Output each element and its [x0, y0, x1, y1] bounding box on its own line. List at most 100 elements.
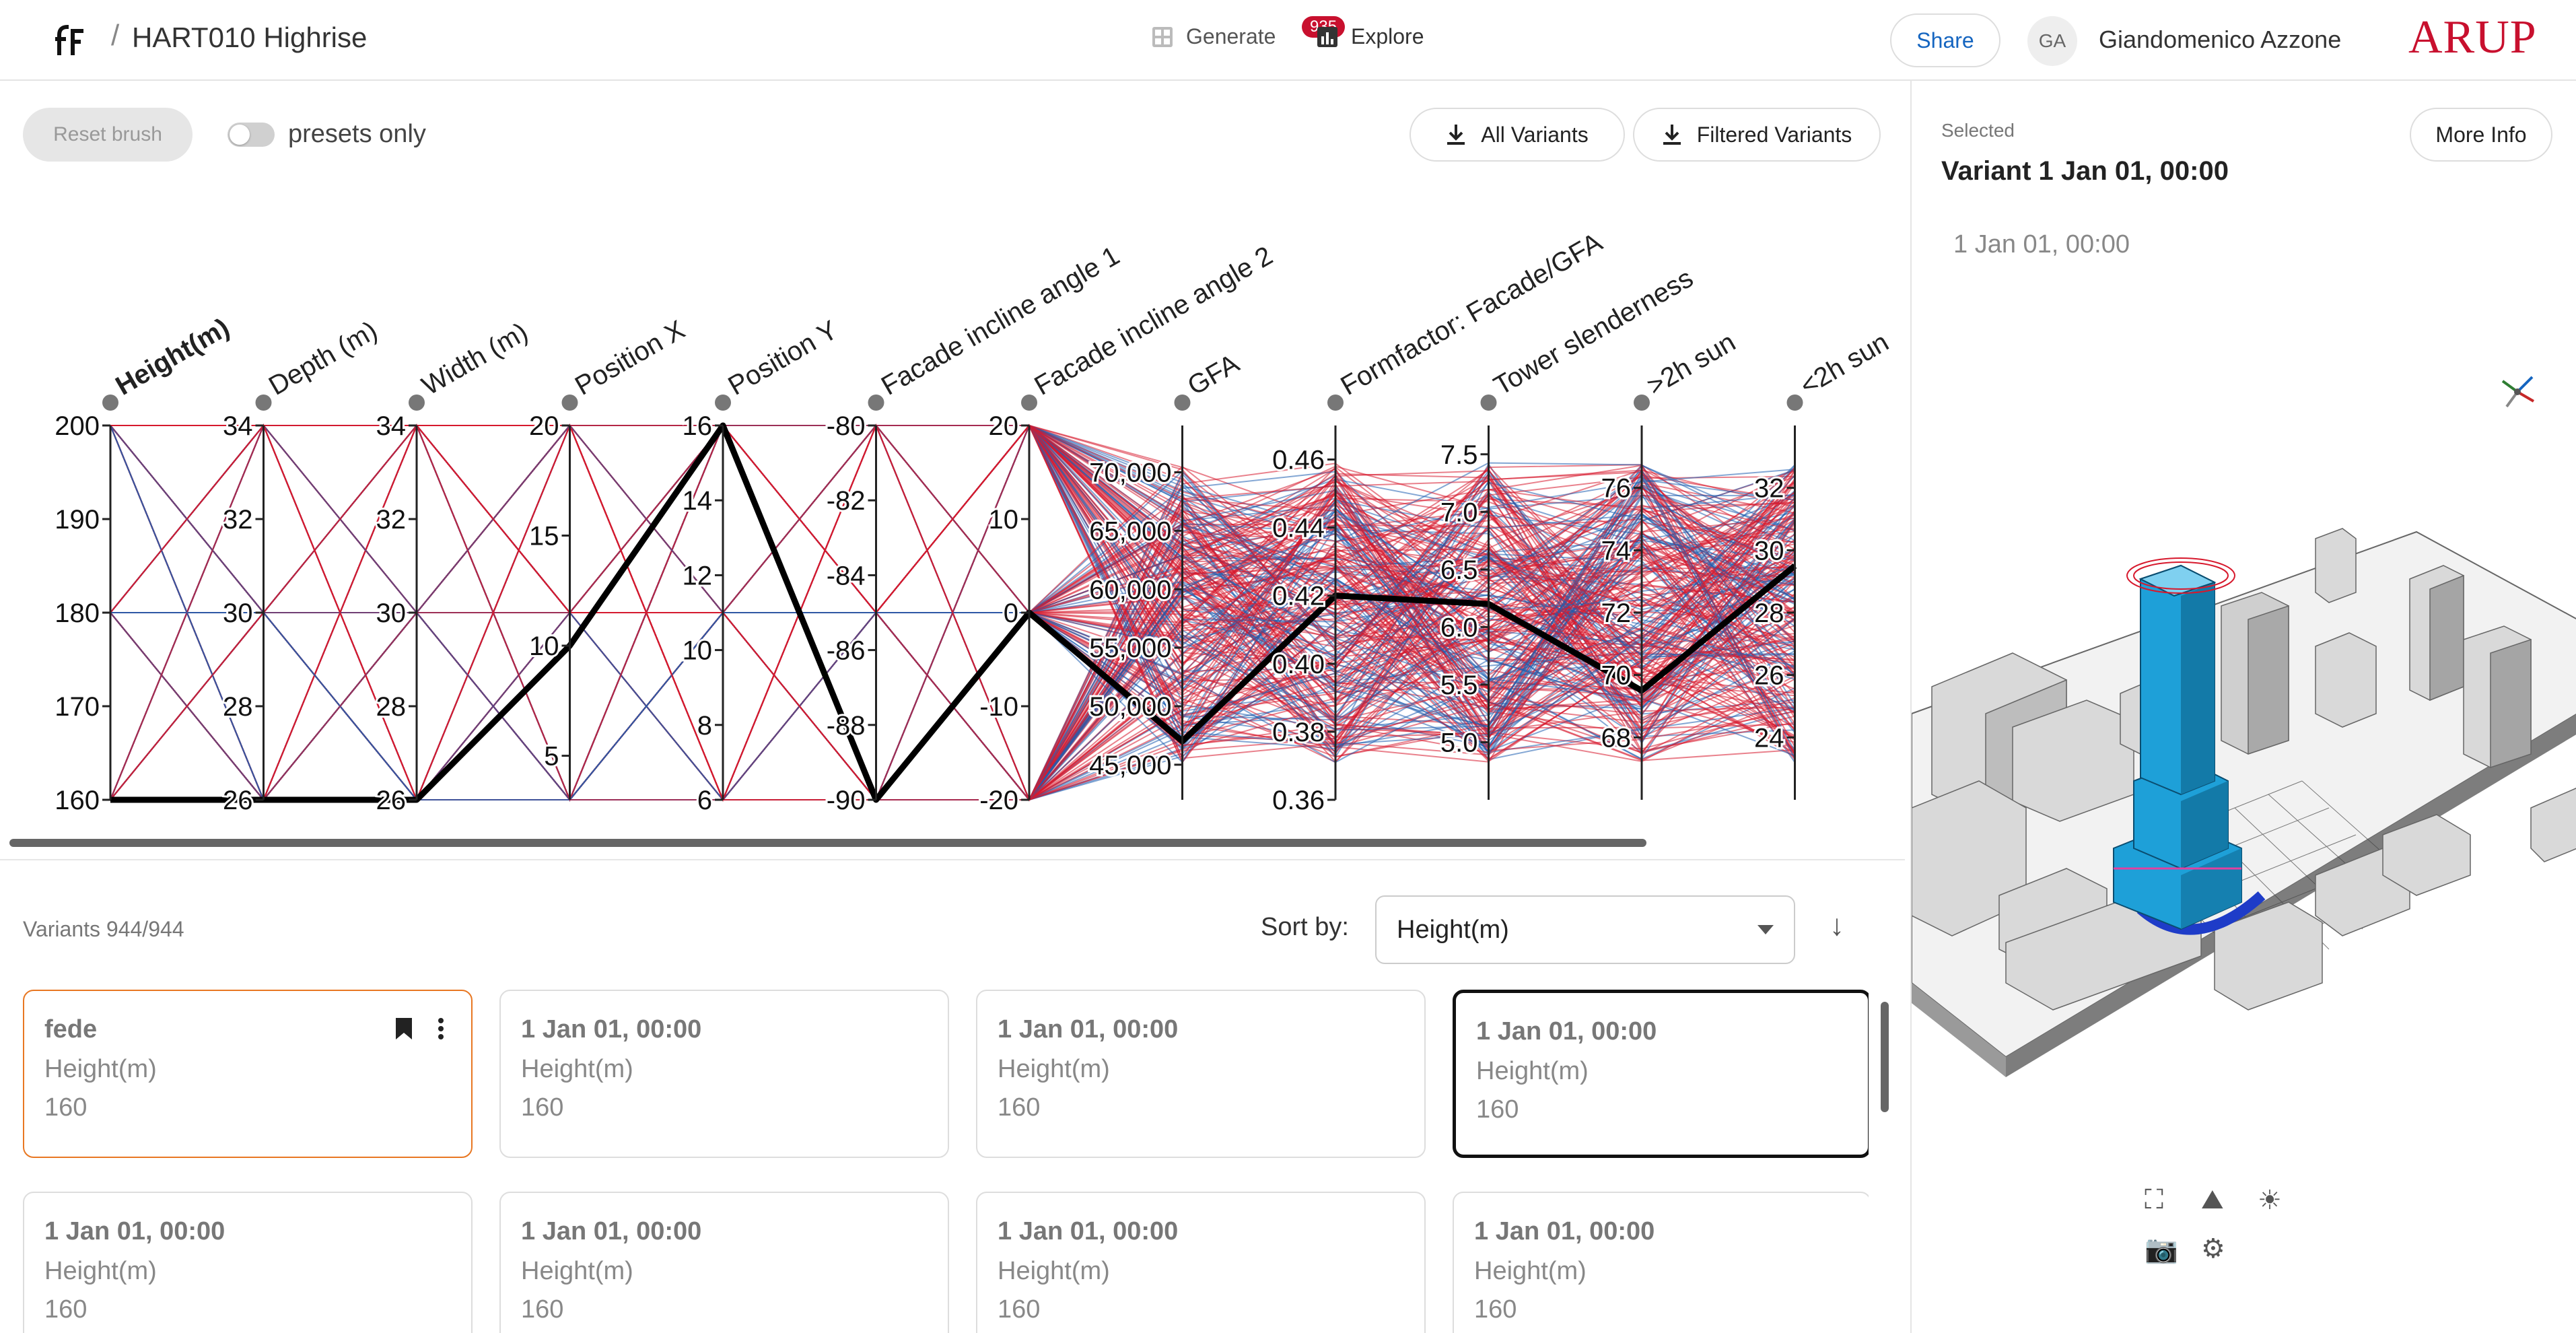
variants-grid: fede Height(m) 160 1 Jan 01, 00:00 Heigh… — [0, 980, 1869, 1333]
axis-label[interactable]: Depth (m) — [264, 316, 382, 401]
variant-card[interactable]: 1 Jan 01, 00:00 Height(m) 160 — [499, 1192, 949, 1333]
variant-card[interactable]: 1 Jan 01, 00:00 Height(m) 160 — [499, 990, 949, 1158]
axis-tick-label: 76 — [1601, 474, 1632, 504]
tower-model[interactable] — [2113, 557, 2266, 935]
terrain-icon[interactable]: ⛰ — [2201, 1185, 2224, 1215]
user-name[interactable]: Giandomenico Azzone — [2099, 26, 2342, 53]
axis-handle-icon — [1327, 395, 1344, 411]
variant-card[interactable]: 1 Jan 01, 00:00 Height(m) 160 — [976, 1192, 1426, 1333]
axis-tick-label: 70 — [1601, 661, 1632, 691]
avatar[interactable]: GA — [2027, 16, 2077, 66]
settings-icon[interactable]: ⚙ — [2201, 1234, 2225, 1264]
selected-label: Selected — [1941, 120, 2015, 141]
sort-by-label: Sort by: — [1261, 913, 1349, 941]
data-line — [110, 425, 1795, 743]
variant-card-value: 160 — [521, 1093, 564, 1122]
axis-tick-label: 28 — [1754, 599, 1784, 628]
axis-tick-label: 7.5 — [1440, 440, 1478, 470]
axis-tick-label: 8 — [697, 711, 712, 741]
share-button[interactable]: Share — [1890, 13, 2000, 67]
divider — [0, 859, 1905, 860]
variant-card[interactable]: 1 Jan 01, 00:00 Height(m) 160 — [23, 1192, 473, 1333]
axis-tick-label: 190 — [55, 505, 100, 535]
presets-only-label: presets only — [288, 120, 426, 148]
axis-tick-label: 68 — [1601, 723, 1632, 753]
variant-card-metric: Height(m) — [998, 1055, 1110, 1083]
selected-variant-subtitle: 1 Jan 01, 00:00 — [1953, 230, 2130, 259]
axis-label[interactable]: <2h sun — [1795, 327, 1893, 401]
sort-direction-icon[interactable]: ↓ — [1830, 909, 1844, 942]
nav-generate[interactable]: Generate — [1151, 24, 1276, 49]
axis-label[interactable]: GFA — [1183, 349, 1245, 401]
download-filtered-variants-button[interactable]: Filtered Variants — [1633, 108, 1881, 162]
axis-label[interactable]: >2h sun — [1642, 327, 1741, 401]
axis-tick-label: 30 — [376, 599, 407, 628]
axis-tick-label: 34 — [223, 411, 253, 441]
axis-handle-icon — [255, 395, 272, 411]
axis-label[interactable]: Width (m) — [417, 317, 533, 401]
selected-variant-line — [110, 422, 1797, 803]
city-model-render[interactable] — [1911, 337, 2576, 1293]
app-logo-icon[interactable] — [53, 22, 89, 59]
presets-only-toggle[interactable] — [228, 123, 275, 147]
axis-tick-label: 160 — [55, 786, 100, 815]
axis-gizmo-icon[interactable] — [2501, 376, 2535, 408]
variant-card-value: 160 — [44, 1093, 88, 1122]
axis-handle-icon — [868, 395, 884, 411]
more-vert-icon[interactable] — [438, 1017, 444, 1041]
axis-tick-label: 32 — [223, 505, 253, 535]
parallel-coordinates-chart[interactable]: Height(m) 200 190 180 170 160 Depth (m) 34 32 30 2… — [0, 182, 1905, 848]
axis-tick-label: 70,000 — [1089, 458, 1171, 488]
variant-card-selected[interactable]: 1 Jan 01, 00:00 Height(m) 160 — [1453, 990, 1869, 1158]
axis-tick-label: 28 — [223, 692, 253, 722]
chart-horizontal-scrollbar[interactable] — [9, 839, 1646, 847]
axis-handle-icon — [1480, 395, 1497, 411]
axis-label[interactable]: Formfactor: Facade/GFA — [1336, 227, 1607, 401]
reset-brush-button[interactable]: Reset brush — [23, 108, 193, 162]
axis-tick-label: 20 — [989, 411, 1019, 441]
grid-icon — [1152, 26, 1173, 47]
axis-tick-label: 15 — [529, 522, 559, 551]
variants-count: Variants 944/944 — [23, 917, 184, 941]
axis-tick-label: 20 — [529, 411, 559, 441]
axis-tick-label: 0.38 — [1272, 718, 1325, 747]
variant-card[interactable]: 1 Jan 01, 00:00 Height(m) 160 — [1453, 1192, 1869, 1333]
axis-tick-label: 32 — [376, 505, 407, 535]
variant-card-value: 160 — [998, 1295, 1041, 1324]
axis-tick-label: 26 — [376, 786, 407, 815]
variant-card-metric: Height(m) — [998, 1257, 1110, 1285]
axis-tick-label: 6 — [697, 786, 712, 815]
axis-tick-label: 30 — [223, 599, 253, 628]
3d-viewer[interactable] — [1911, 337, 2576, 1293]
axis-label[interactable]: Height(m) — [111, 312, 235, 401]
bookmark-icon[interactable] — [394, 1017, 413, 1041]
project-title[interactable]: HART010 Highrise — [132, 22, 368, 53]
sort-by-select[interactable]: Height(m) — [1375, 895, 1795, 964]
axis-tick-label: 16 — [683, 411, 713, 441]
axis-label[interactable]: Position X — [570, 315, 690, 401]
sun-icon[interactable]: ☀ — [2258, 1186, 2282, 1215]
toggle-knob — [230, 125, 250, 145]
more-info-button[interactable]: More Info — [2410, 108, 2552, 162]
variant-card-metric: Height(m) — [44, 1055, 157, 1083]
variant-card-metric: Height(m) — [521, 1055, 633, 1083]
nav-explore[interactable]: Explore — [1316, 24, 1424, 49]
download-all-label: All Variants — [1481, 122, 1589, 147]
camera-icon[interactable]: 📷 — [2145, 1235, 2178, 1264]
variant-card-value: 160 — [1476, 1095, 1519, 1124]
download-all-variants-button[interactable]: All Variants — [1409, 108, 1625, 162]
axis-handle-icon — [409, 395, 425, 411]
axis-label[interactable]: Position Y — [724, 315, 843, 401]
variants-vertical-scrollbar[interactable] — [1881, 1002, 1889, 1112]
axis-tick-label: 6.0 — [1440, 613, 1478, 642]
axis-tick-label: 28 — [376, 692, 407, 722]
variant-card[interactable]: 1 Jan 01, 00:00 Height(m) 160 — [976, 990, 1426, 1158]
fullscreen-icon[interactable]: ⛶ — [2145, 1185, 2163, 1215]
axis-tick-label: 6.5 — [1440, 555, 1478, 585]
axis-label[interactable]: Facade incline angle 1 — [876, 241, 1125, 401]
data-line — [110, 423, 1795, 802]
axis-tick-label: -88 — [827, 711, 866, 741]
variant-card[interactable]: fede Height(m) 160 — [23, 990, 473, 1158]
data-lines — [110, 423, 1796, 802]
